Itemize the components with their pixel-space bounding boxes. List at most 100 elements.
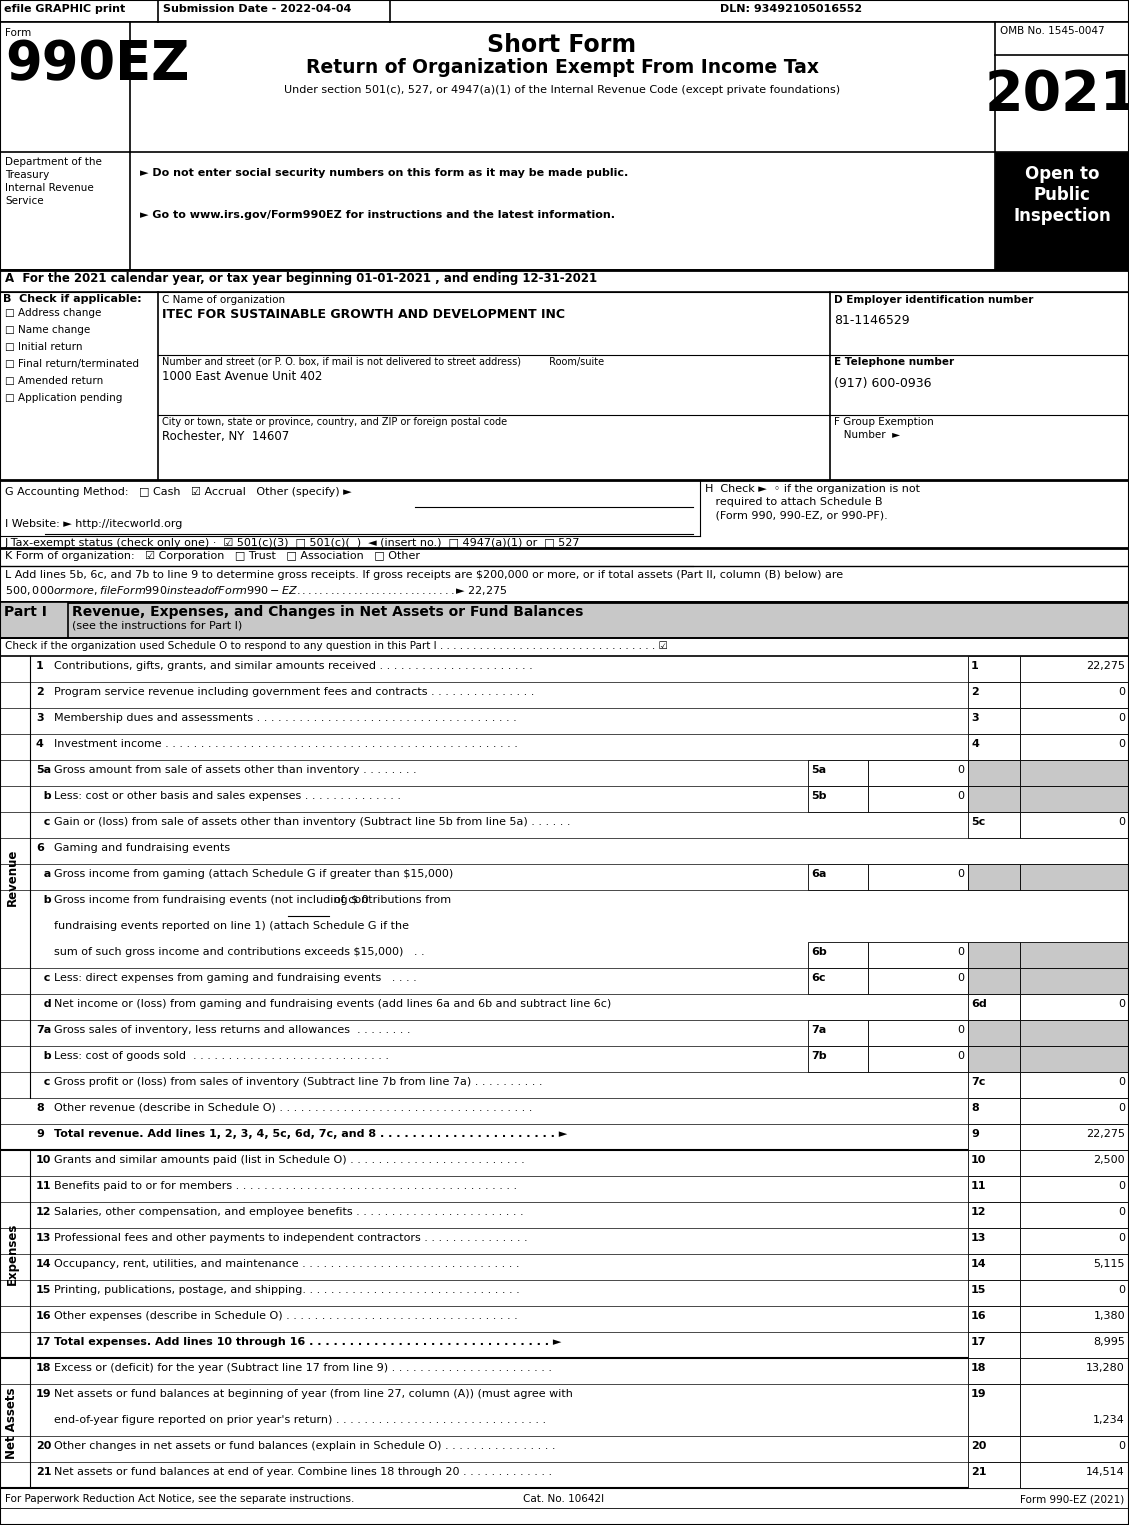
- Bar: [868, 1020, 968, 1046]
- Text: Form 990-EZ (2021): Form 990-EZ (2021): [1019, 1494, 1124, 1504]
- Bar: [1019, 1331, 1129, 1357]
- Bar: [968, 1228, 1019, 1254]
- Bar: [968, 994, 1019, 1020]
- Text: Open to
Public
Inspection: Open to Public Inspection: [1013, 165, 1111, 224]
- Text: 16: 16: [971, 1312, 987, 1321]
- Text: 14: 14: [971, 1260, 987, 1269]
- Bar: [968, 865, 1019, 891]
- Bar: [0, 602, 1129, 637]
- Text: 14: 14: [36, 1260, 52, 1269]
- Bar: [1019, 1385, 1129, 1437]
- Text: Membership dues and assessments . . . . . . . . . . . . . . . . . . . . . . . . : Membership dues and assessments . . . . …: [54, 714, 517, 723]
- Bar: [1019, 1072, 1129, 1098]
- Bar: [1019, 1020, 1129, 1046]
- Bar: [868, 968, 968, 994]
- Text: Submission Date - 2022-04-04: Submission Date - 2022-04-04: [163, 5, 351, 14]
- Text: Number and street (or P. O. box, if mail is not delivered to street address)    : Number and street (or P. O. box, if mail…: [161, 357, 604, 368]
- Text: 0: 0: [957, 791, 964, 801]
- Text: 0: 0: [957, 1025, 964, 1035]
- Text: 8: 8: [36, 1103, 44, 1113]
- Text: Treasury: Treasury: [5, 169, 50, 180]
- Text: 5,115: 5,115: [1094, 1260, 1124, 1269]
- Text: 0: 0: [1118, 1206, 1124, 1217]
- Text: c: c: [36, 1077, 51, 1087]
- Bar: [1019, 1098, 1129, 1124]
- Bar: [1019, 1202, 1129, 1228]
- Text: □ Application pending: □ Application pending: [5, 393, 122, 403]
- Text: Under section 501(c), 527, or 4947(a)(1) of the Internal Revenue Code (except pr: Under section 501(c), 527, or 4947(a)(1)…: [283, 85, 840, 95]
- Text: 14,514: 14,514: [1086, 1467, 1124, 1478]
- Text: □ Name change: □ Name change: [5, 325, 90, 336]
- Text: of contributions from: of contributions from: [334, 895, 452, 904]
- Bar: [1019, 1305, 1129, 1331]
- Text: Short Form: Short Form: [488, 34, 637, 56]
- Text: Contributions, gifts, grants, and similar amounts received . . . . . . . . . . .: Contributions, gifts, grants, and simila…: [54, 660, 533, 671]
- Text: ► Go to www.irs.gov/Form990EZ for instructions and the latest information.: ► Go to www.irs.gov/Form990EZ for instru…: [140, 210, 615, 220]
- Text: Internal Revenue: Internal Revenue: [5, 183, 94, 194]
- Text: 7a: 7a: [36, 1025, 51, 1035]
- Bar: [0, 0, 1129, 21]
- Bar: [1019, 1150, 1129, 1176]
- Text: 10: 10: [971, 1154, 987, 1165]
- Bar: [968, 1437, 1019, 1462]
- Text: G Accounting Method:   □ Cash   ☑ Accrual   Other (specify) ►: G Accounting Method: □ Cash ☑ Accrual Ot…: [5, 486, 351, 497]
- Bar: [968, 682, 1019, 708]
- Text: Professional fees and other payments to independent contractors . . . . . . . . : Professional fees and other payments to …: [54, 1234, 527, 1243]
- Bar: [868, 785, 968, 811]
- Bar: [995, 152, 1129, 270]
- Text: 81-1146529: 81-1146529: [834, 314, 910, 326]
- Text: efile GRAPHIC print: efile GRAPHIC print: [5, 5, 125, 14]
- Bar: [808, 759, 868, 785]
- Bar: [968, 785, 1019, 811]
- Bar: [968, 1385, 1019, 1437]
- Text: 1: 1: [36, 660, 44, 671]
- Text: □ Initial return: □ Initial return: [5, 342, 82, 352]
- Bar: [0, 270, 1129, 291]
- Text: 19: 19: [971, 1389, 987, 1398]
- Bar: [1019, 1176, 1129, 1202]
- Text: Other expenses (describe in Schedule O) . . . . . . . . . . . . . . . . . . . . : Other expenses (describe in Schedule O) …: [54, 1312, 518, 1321]
- Bar: [1019, 656, 1129, 682]
- Bar: [1019, 994, 1129, 1020]
- Text: K Form of organization:   ☑ Corporation   □ Trust   □ Association   □ Other: K Form of organization: ☑ Corporation □ …: [5, 551, 420, 561]
- Text: 5a: 5a: [811, 766, 826, 775]
- Bar: [868, 865, 968, 891]
- Bar: [968, 1462, 1019, 1488]
- Text: 0: 0: [1118, 1103, 1124, 1113]
- Text: 0: 0: [1118, 1441, 1124, 1450]
- Text: 4: 4: [971, 740, 979, 749]
- Text: Form: Form: [5, 27, 32, 38]
- Text: Benefits paid to or for members . . . . . . . . . . . . . . . . . . . . . . . . : Benefits paid to or for members . . . . …: [54, 1180, 517, 1191]
- Text: Less: cost of goods sold  . . . . . . . . . . . . . . . . . . . . . . . . . . . : Less: cost of goods sold . . . . . . . .…: [54, 1051, 390, 1061]
- Text: Revenue: Revenue: [6, 848, 18, 906]
- Text: c: c: [36, 817, 51, 827]
- Bar: [1019, 942, 1129, 968]
- Text: B  Check if applicable:: B Check if applicable:: [3, 294, 141, 303]
- Text: 11: 11: [971, 1180, 987, 1191]
- Text: Cat. No. 10642I: Cat. No. 10642I: [524, 1494, 604, 1504]
- Bar: [968, 1150, 1019, 1176]
- Text: Less: cost or other basis and sales expenses . . . . . . . . . . . . . .: Less: cost or other basis and sales expe…: [54, 791, 401, 801]
- Bar: [868, 942, 968, 968]
- Text: □ Final return/terminated: □ Final return/terminated: [5, 358, 139, 369]
- Text: 15: 15: [36, 1286, 52, 1295]
- Text: 2: 2: [971, 686, 979, 697]
- Bar: [968, 759, 1019, 785]
- Text: ITEC FOR SUSTAINABLE GROWTH AND DEVELOPMENT INC: ITEC FOR SUSTAINABLE GROWTH AND DEVELOPM…: [161, 308, 564, 320]
- Bar: [968, 1072, 1019, 1098]
- Text: Check if the organization used Schedule O to respond to any question in this Par: Check if the organization used Schedule …: [5, 640, 667, 651]
- Bar: [968, 1020, 1019, 1046]
- Text: 0: 0: [957, 973, 964, 984]
- Bar: [1019, 1124, 1129, 1150]
- Bar: [1019, 1437, 1129, 1462]
- Text: Gross income from fundraising events (not including $ 0: Gross income from fundraising events (no…: [54, 895, 369, 904]
- Bar: [1019, 682, 1129, 708]
- Text: d: d: [36, 999, 52, 1010]
- Bar: [968, 1176, 1019, 1202]
- Text: 17: 17: [36, 1337, 52, 1347]
- Bar: [968, 734, 1019, 759]
- Text: 6a: 6a: [811, 869, 826, 878]
- Text: 2,500: 2,500: [1093, 1154, 1124, 1165]
- Bar: [0, 602, 68, 637]
- Text: sum of such gross income and contributions exceeds $15,000)   . .: sum of such gross income and contributio…: [54, 947, 425, 958]
